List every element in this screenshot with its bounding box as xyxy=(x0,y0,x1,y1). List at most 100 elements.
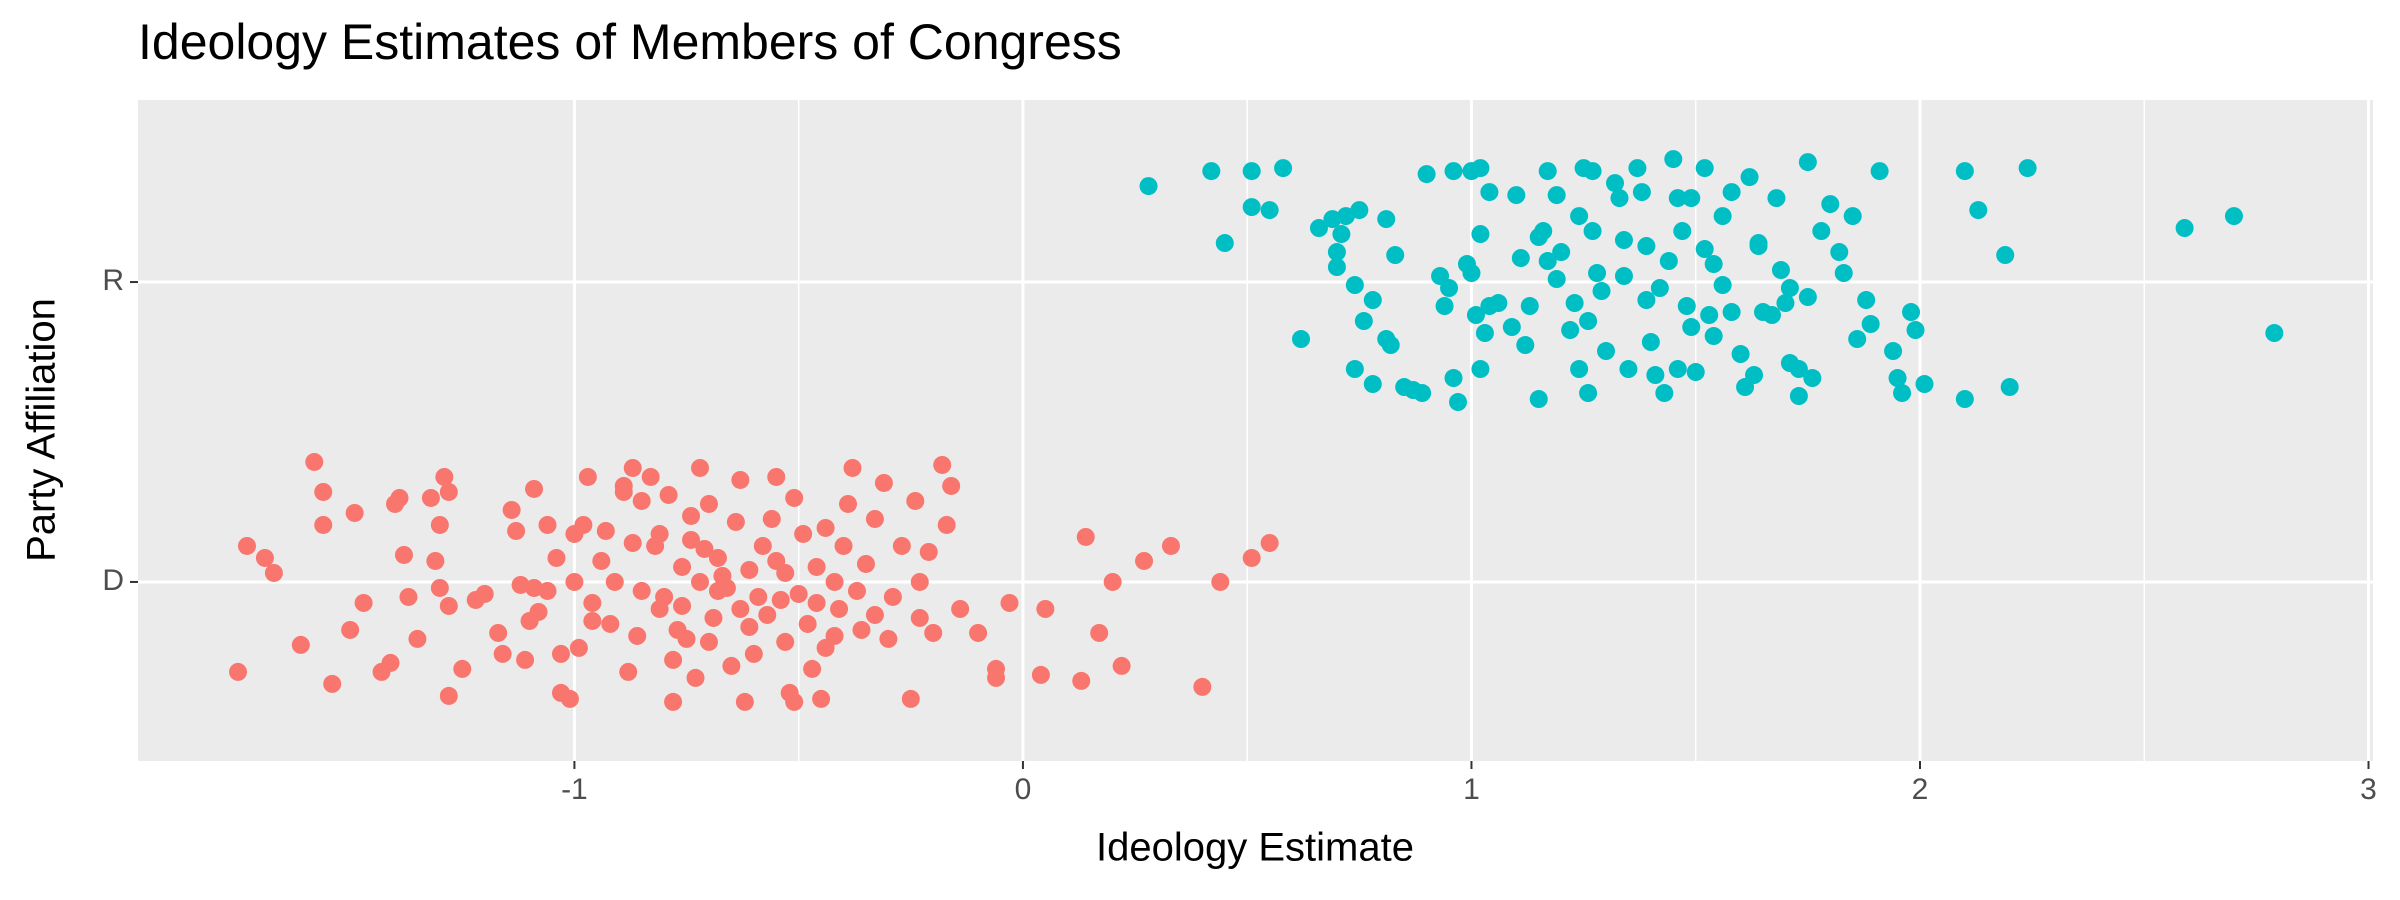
point xyxy=(1884,342,1903,361)
point xyxy=(1704,327,1723,346)
point xyxy=(933,455,952,474)
axes: -1 0 1 2 3 D R xyxy=(102,264,2377,806)
point xyxy=(910,608,929,627)
point xyxy=(843,458,862,477)
point xyxy=(502,500,521,519)
point xyxy=(1561,321,1580,340)
point xyxy=(825,626,844,645)
point xyxy=(1570,360,1589,379)
point xyxy=(695,539,714,558)
point xyxy=(1193,677,1212,696)
point xyxy=(1471,159,1490,178)
point xyxy=(919,542,938,561)
point xyxy=(439,482,458,501)
point xyxy=(1677,297,1696,316)
point xyxy=(1413,384,1432,403)
point xyxy=(1776,294,1795,313)
point xyxy=(1722,183,1741,202)
point xyxy=(1534,222,1553,241)
point xyxy=(762,509,781,528)
point xyxy=(1502,318,1521,337)
point xyxy=(1112,656,1131,675)
point xyxy=(1592,282,1611,301)
point xyxy=(1673,222,1692,241)
point xyxy=(453,659,472,678)
point xyxy=(1211,572,1230,591)
point xyxy=(699,632,718,651)
point xyxy=(1475,324,1494,343)
point xyxy=(381,653,400,672)
point xyxy=(682,530,701,549)
point xyxy=(731,599,750,618)
point xyxy=(673,596,692,615)
point xyxy=(758,605,777,624)
point xyxy=(1135,551,1154,570)
point xyxy=(1614,267,1633,286)
point xyxy=(507,521,526,540)
point xyxy=(1668,189,1687,208)
point xyxy=(1583,162,1602,181)
point xyxy=(839,494,858,513)
point xyxy=(435,467,454,486)
point xyxy=(1682,318,1701,337)
y-tick-label: D xyxy=(102,564,124,597)
point xyxy=(2265,324,2284,343)
point xyxy=(525,479,544,498)
point xyxy=(408,629,427,648)
point xyxy=(1745,366,1764,385)
point xyxy=(1309,219,1328,238)
point xyxy=(874,473,893,492)
point xyxy=(722,656,741,675)
point xyxy=(1637,237,1656,256)
x-tick-label: 1 xyxy=(1463,773,1480,806)
point xyxy=(1242,548,1261,567)
point xyxy=(655,587,674,606)
point xyxy=(323,674,342,693)
point xyxy=(1700,306,1719,325)
point xyxy=(1336,207,1355,226)
point xyxy=(1538,252,1557,271)
point xyxy=(1731,345,1750,364)
point xyxy=(2224,207,2243,226)
point xyxy=(825,572,844,591)
point xyxy=(1583,222,1602,241)
point xyxy=(1641,333,1660,352)
point xyxy=(1440,279,1459,298)
point xyxy=(807,593,826,612)
point xyxy=(1547,186,1566,205)
point xyxy=(664,692,683,711)
point xyxy=(753,536,772,555)
point xyxy=(1260,533,1279,552)
point xyxy=(807,557,826,576)
point xyxy=(560,689,579,708)
point xyxy=(493,644,512,663)
point xyxy=(1767,189,1786,208)
point xyxy=(740,560,759,579)
point xyxy=(1480,183,1499,202)
point xyxy=(1444,162,1463,181)
point xyxy=(794,524,813,543)
point xyxy=(1762,306,1781,325)
point xyxy=(1462,264,1481,283)
point xyxy=(1570,207,1589,226)
point xyxy=(551,644,570,663)
y-tick-label: R xyxy=(102,264,124,297)
point xyxy=(439,596,458,615)
point xyxy=(1547,270,1566,289)
point xyxy=(1103,572,1122,591)
point xyxy=(726,512,745,531)
point xyxy=(1821,195,1840,214)
point xyxy=(735,692,754,711)
point xyxy=(1610,189,1629,208)
point xyxy=(1848,330,1867,349)
point xyxy=(731,470,750,489)
point xyxy=(1605,174,1624,193)
point xyxy=(1511,249,1530,268)
point xyxy=(592,551,611,570)
point xyxy=(1381,336,1400,355)
point xyxy=(686,668,705,687)
point xyxy=(1619,360,1638,379)
point xyxy=(1857,291,1876,310)
x-tick-label: -1 xyxy=(561,773,588,806)
